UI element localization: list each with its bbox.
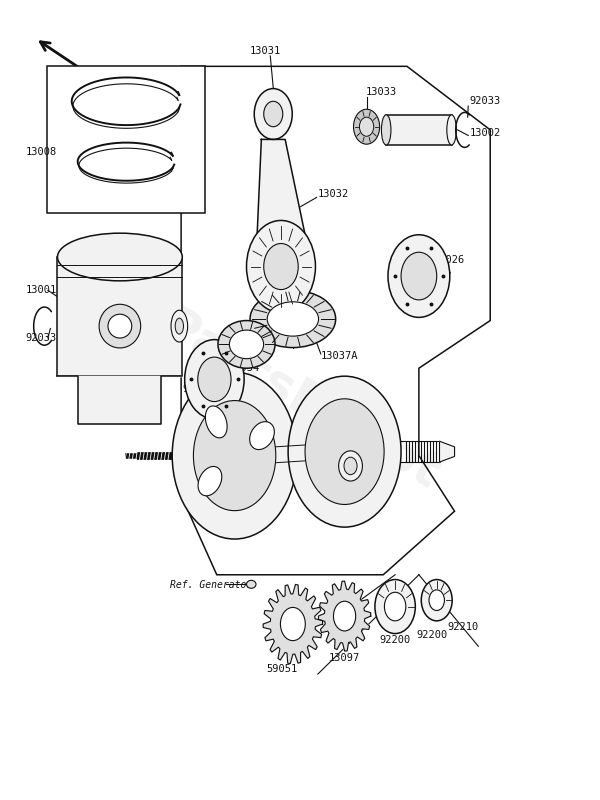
Text: 13097: 13097 (329, 653, 360, 662)
Bar (58, 257, 182, 376)
Circle shape (254, 89, 292, 139)
Text: 92200: 92200 (379, 635, 411, 645)
Circle shape (305, 399, 384, 505)
Ellipse shape (250, 290, 335, 347)
Circle shape (359, 117, 374, 136)
Ellipse shape (229, 330, 263, 358)
Circle shape (185, 340, 244, 419)
Bar (253, 448, 356, 463)
Polygon shape (257, 139, 305, 233)
Ellipse shape (382, 114, 391, 145)
Circle shape (172, 372, 297, 539)
Text: 59051: 59051 (266, 664, 298, 674)
Circle shape (353, 110, 380, 144)
Circle shape (385, 592, 406, 621)
Ellipse shape (205, 406, 227, 438)
Ellipse shape (250, 422, 274, 450)
Ellipse shape (338, 451, 362, 481)
Circle shape (264, 102, 283, 126)
Ellipse shape (344, 457, 357, 474)
Text: 13002: 13002 (469, 128, 500, 138)
Text: 92033: 92033 (25, 333, 56, 343)
Text: Ref. Generator: Ref. Generator (170, 580, 253, 590)
Ellipse shape (247, 580, 256, 588)
Circle shape (388, 234, 450, 318)
Text: 13032: 13032 (318, 190, 349, 199)
Circle shape (288, 376, 401, 527)
Text: 13034: 13034 (229, 363, 260, 374)
Circle shape (198, 357, 231, 402)
Text: 13033: 13033 (365, 87, 397, 97)
Text: 13037A: 13037A (321, 350, 358, 361)
Text: 13031: 13031 (250, 46, 281, 56)
Text: 92026: 92026 (434, 255, 465, 266)
Ellipse shape (267, 302, 319, 336)
Ellipse shape (108, 314, 132, 338)
Ellipse shape (218, 321, 275, 368)
Circle shape (280, 607, 305, 641)
Polygon shape (319, 581, 371, 651)
Text: 13037: 13037 (214, 398, 245, 407)
Text: 92026: 92026 (182, 384, 214, 394)
Circle shape (264, 243, 298, 290)
Polygon shape (440, 442, 455, 462)
Ellipse shape (171, 310, 188, 342)
Ellipse shape (198, 466, 222, 496)
Text: 92033: 92033 (469, 97, 500, 106)
Text: 92210: 92210 (448, 622, 479, 632)
Text: 13035: 13035 (280, 338, 311, 348)
Ellipse shape (58, 233, 182, 281)
Circle shape (375, 579, 415, 634)
Text: 13001: 13001 (25, 286, 56, 295)
Text: 13008: 13008 (25, 147, 56, 157)
Circle shape (193, 401, 276, 510)
Ellipse shape (99, 304, 140, 348)
Circle shape (401, 252, 437, 300)
Text: PartsRobot: PartsRobot (152, 301, 448, 499)
Circle shape (429, 590, 445, 610)
Ellipse shape (175, 318, 184, 334)
Circle shape (334, 602, 356, 631)
Polygon shape (58, 376, 182, 424)
Text: 92200: 92200 (416, 630, 448, 640)
Bar (386, 114, 452, 145)
Circle shape (247, 221, 316, 313)
Polygon shape (263, 585, 323, 664)
Ellipse shape (447, 114, 457, 145)
Bar (47, 66, 205, 214)
Circle shape (421, 579, 452, 621)
